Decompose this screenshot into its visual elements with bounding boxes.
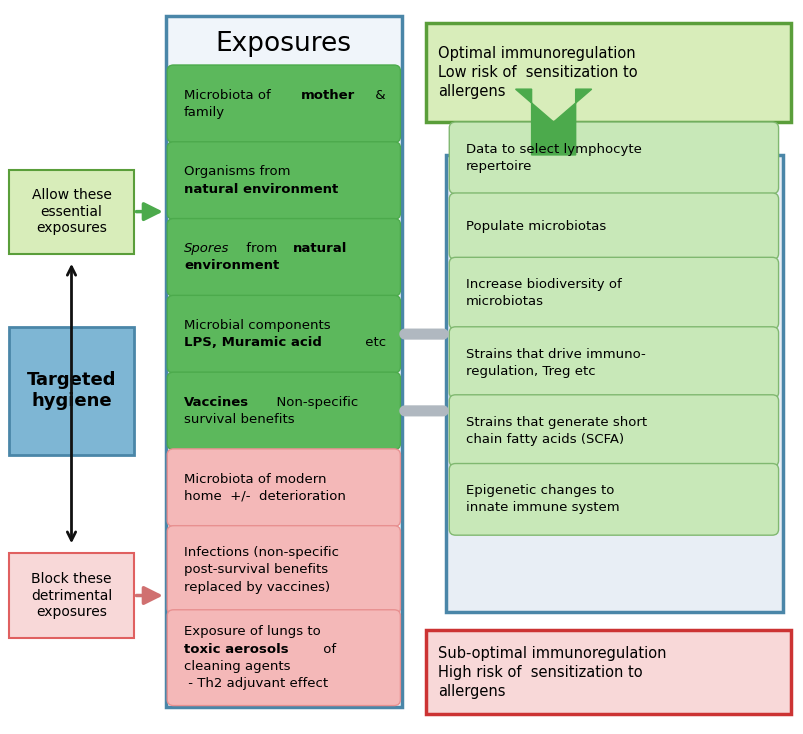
FancyBboxPatch shape: [167, 610, 400, 705]
Text: of: of: [318, 642, 336, 655]
Text: Exposures: Exposures: [215, 31, 352, 57]
Text: Populate microbiotas: Populate microbiotas: [466, 219, 605, 233]
Text: from: from: [243, 242, 282, 255]
Text: innate immune system: innate immune system: [466, 501, 619, 515]
FancyBboxPatch shape: [449, 395, 777, 466]
Text: Strains that generate short: Strains that generate short: [466, 415, 646, 429]
Text: Infections (non-specific: Infections (non-specific: [184, 546, 339, 559]
Text: Vaccines: Vaccines: [184, 396, 249, 409]
Text: Microbiota of modern: Microbiota of modern: [184, 473, 326, 486]
Text: natural environment: natural environment: [184, 183, 338, 196]
Text: mother: mother: [300, 89, 355, 101]
FancyBboxPatch shape: [167, 449, 400, 526]
FancyBboxPatch shape: [10, 553, 133, 638]
Text: LPS, Muramic acid: LPS, Muramic acid: [184, 336, 321, 349]
Text: microbiotas: microbiotas: [466, 295, 544, 308]
Text: Non-specific: Non-specific: [267, 396, 357, 409]
Text: Microbial components: Microbial components: [184, 319, 330, 332]
FancyBboxPatch shape: [10, 327, 133, 455]
Text: family: family: [184, 106, 225, 119]
Text: home  +/-  deterioration: home +/- deterioration: [184, 490, 345, 503]
FancyBboxPatch shape: [426, 23, 789, 122]
Text: post-survival benefits: post-survival benefits: [184, 564, 328, 576]
Text: chain fatty acids (SCFA): chain fatty acids (SCFA): [466, 433, 623, 446]
Text: Strains that drive immuno-: Strains that drive immuno-: [466, 347, 645, 360]
Text: Sub-optimal immunoregulation: Sub-optimal immunoregulation: [438, 646, 666, 661]
FancyBboxPatch shape: [449, 193, 777, 260]
FancyBboxPatch shape: [167, 526, 400, 614]
Text: Optimal immunoregulation: Optimal immunoregulation: [438, 46, 635, 61]
FancyBboxPatch shape: [167, 295, 400, 373]
Text: Microbiota of: Microbiota of: [184, 89, 275, 101]
Text: Targeted
hygiene: Targeted hygiene: [26, 371, 116, 410]
Text: survival benefits: survival benefits: [184, 413, 295, 426]
Text: High risk of  sensitization to: High risk of sensitization to: [438, 665, 642, 680]
Text: - Th2 adjuvant effect: - Th2 adjuvant effect: [184, 677, 328, 690]
Text: toxic aerosols: toxic aerosols: [184, 642, 288, 655]
FancyBboxPatch shape: [167, 142, 400, 219]
Text: Low risk of  sensitization to: Low risk of sensitization to: [438, 65, 637, 80]
FancyBboxPatch shape: [426, 631, 789, 714]
Text: natural: natural: [293, 242, 347, 255]
Text: Increase biodiversity of: Increase biodiversity of: [466, 278, 621, 291]
Text: Spores: Spores: [184, 242, 229, 255]
Text: allergens: allergens: [438, 84, 505, 99]
FancyBboxPatch shape: [165, 16, 402, 707]
FancyBboxPatch shape: [167, 372, 400, 450]
Text: Epigenetic changes to: Epigenetic changes to: [466, 484, 613, 497]
FancyBboxPatch shape: [449, 258, 777, 329]
Text: allergens: allergens: [438, 684, 505, 699]
FancyBboxPatch shape: [10, 170, 133, 254]
FancyBboxPatch shape: [449, 464, 777, 535]
Text: &: &: [370, 89, 385, 101]
Text: regulation, Treg etc: regulation, Treg etc: [466, 365, 595, 378]
Text: environment: environment: [184, 259, 279, 272]
Polygon shape: [515, 89, 591, 155]
FancyBboxPatch shape: [167, 219, 400, 296]
FancyBboxPatch shape: [449, 327, 777, 399]
Text: Block these
detrimental
exposures: Block these detrimental exposures: [31, 573, 112, 619]
Text: etc: etc: [361, 336, 386, 349]
Text: Data to select lymphocyte: Data to select lymphocyte: [466, 143, 641, 156]
FancyBboxPatch shape: [446, 155, 781, 612]
Text: cleaning agents: cleaning agents: [184, 660, 290, 673]
Text: repertoire: repertoire: [466, 160, 532, 173]
Text: Exposure of lungs to: Exposure of lungs to: [184, 625, 320, 639]
FancyBboxPatch shape: [449, 122, 777, 194]
Text: Allow these
essential
exposures: Allow these essential exposures: [31, 189, 112, 235]
Text: replaced by vaccines): replaced by vaccines): [184, 581, 330, 594]
FancyBboxPatch shape: [167, 65, 400, 142]
Text: Organisms from: Organisms from: [184, 165, 290, 178]
